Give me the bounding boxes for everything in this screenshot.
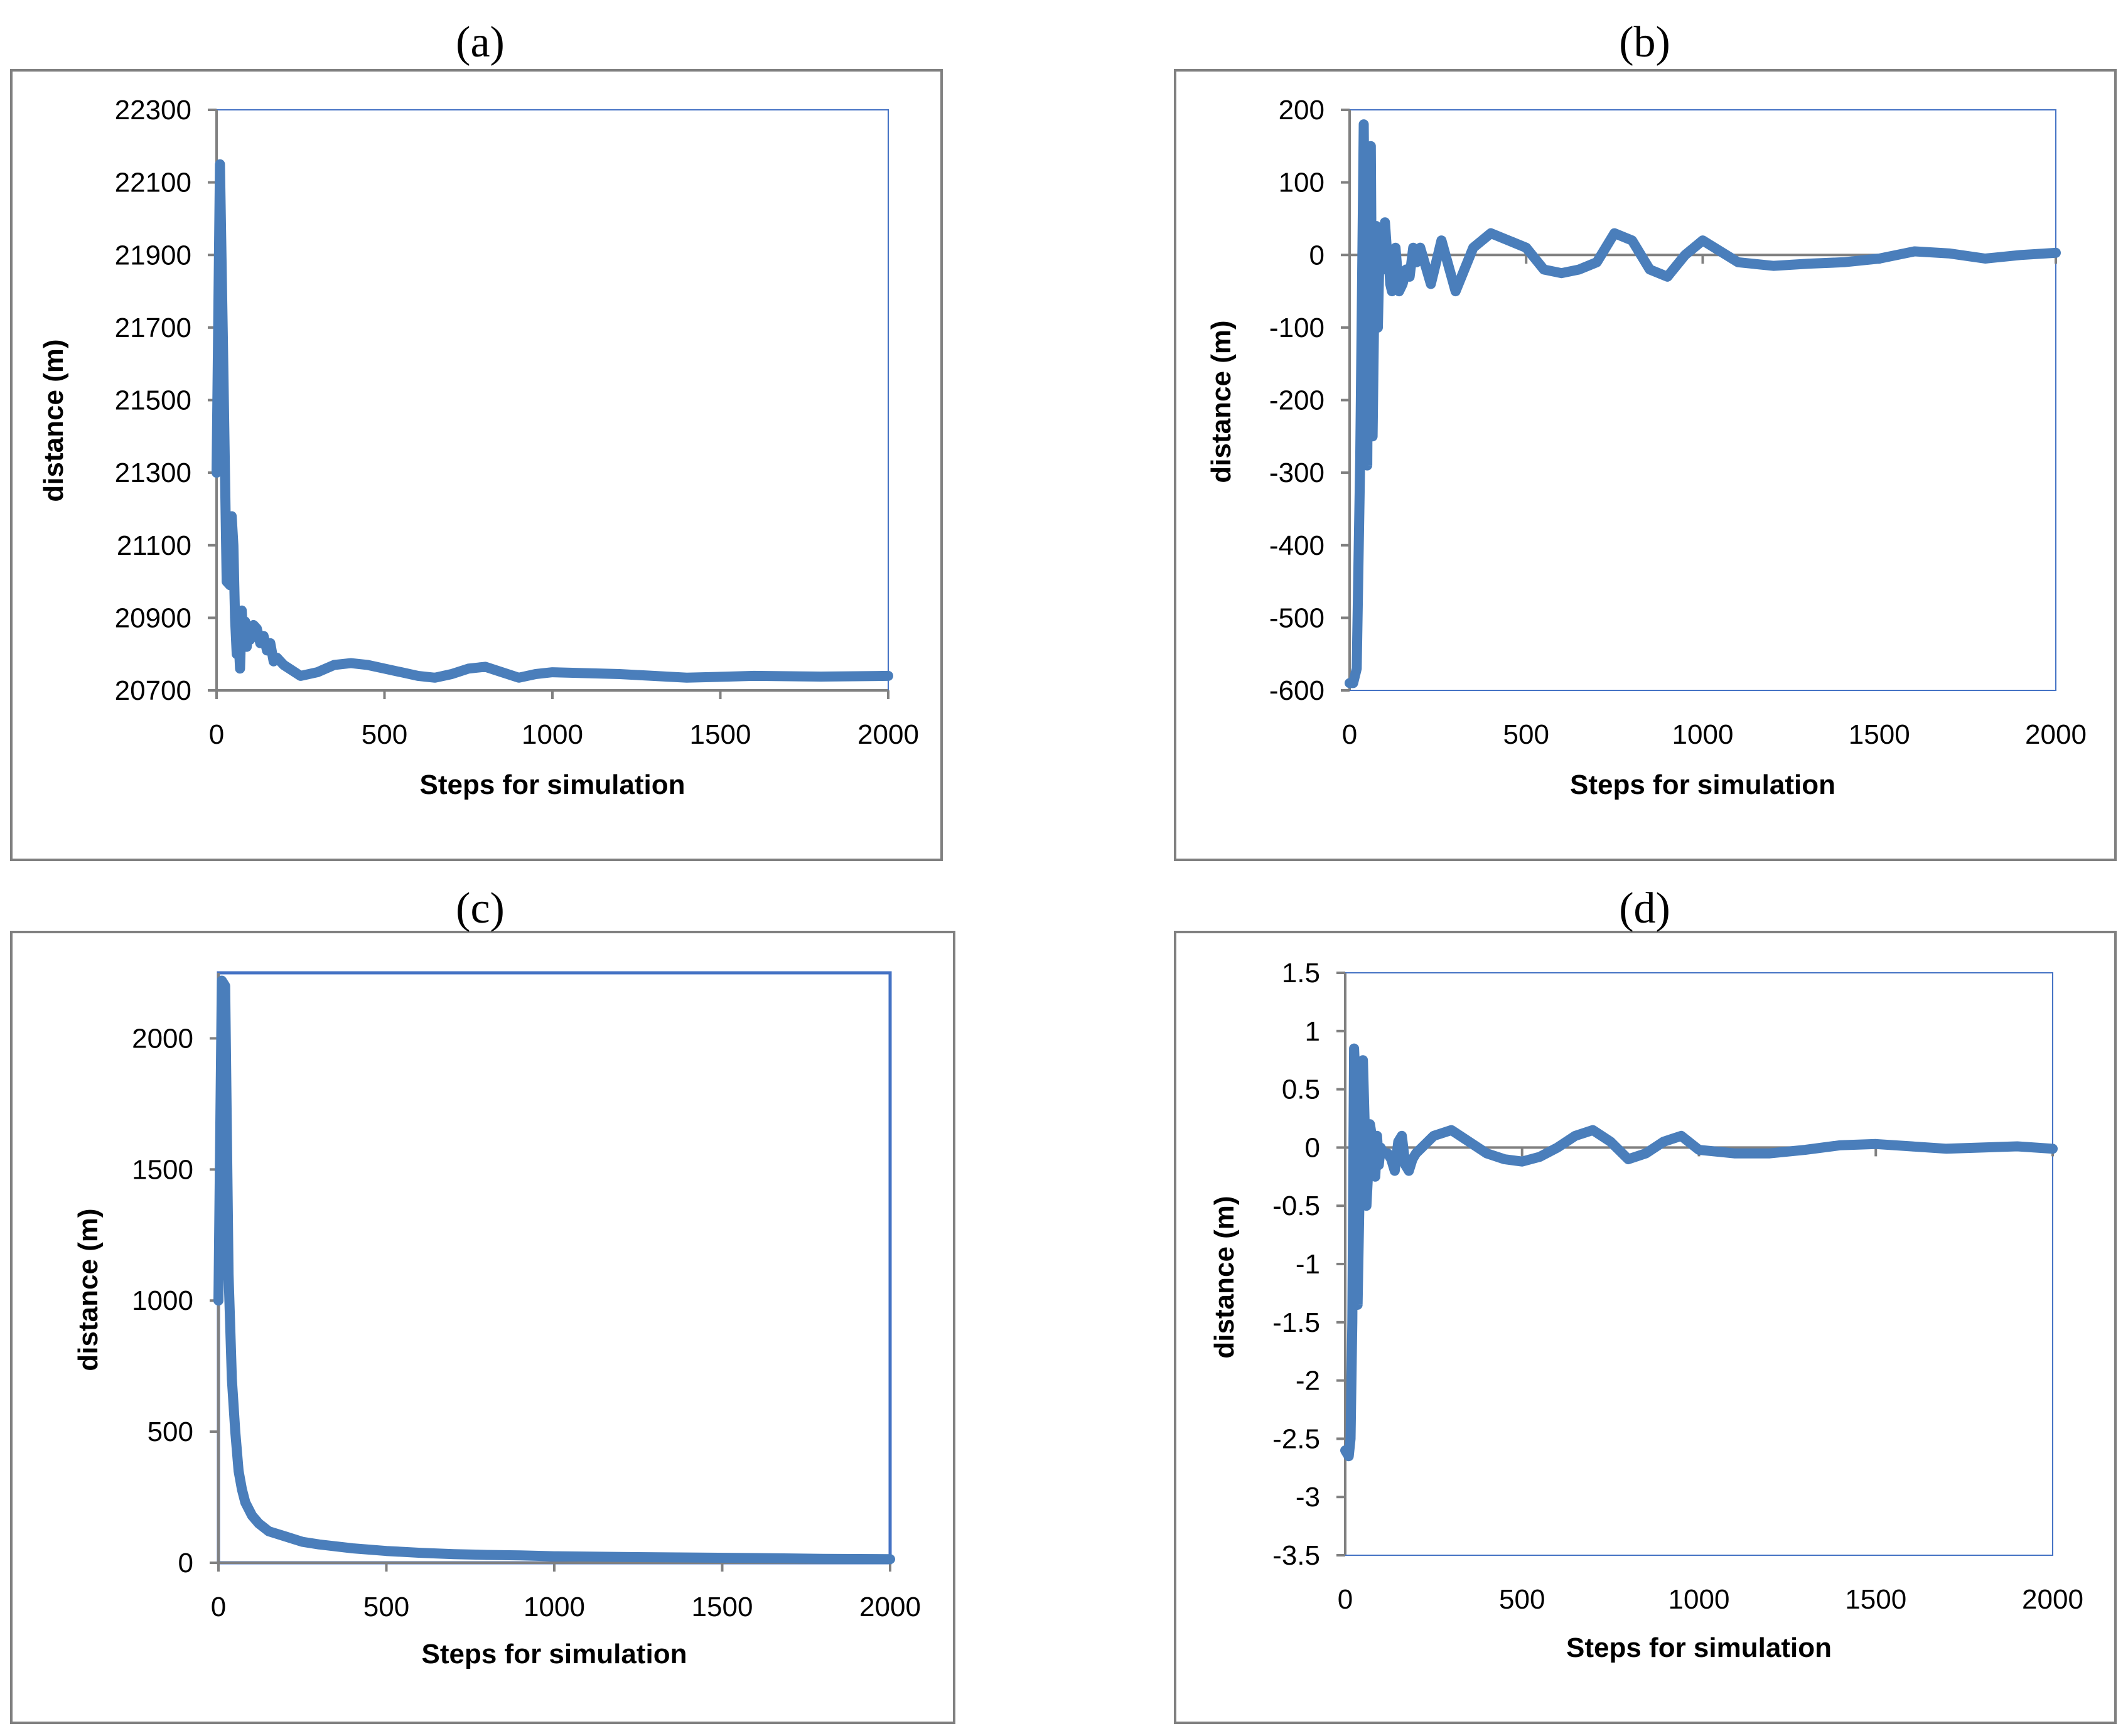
x-tick-label: 0 xyxy=(209,719,224,750)
y-tick-label: 21900 xyxy=(115,240,191,271)
x-axis-title: Steps for simulation xyxy=(1570,769,1835,800)
x-tick-label: 2000 xyxy=(859,1592,921,1622)
y-tick-label: 21700 xyxy=(115,313,191,343)
x-tick-label: 500 xyxy=(1499,1584,1545,1615)
x-axis-title: Steps for simulation xyxy=(422,1639,687,1669)
y-tick-label: 1 xyxy=(1305,1016,1320,1047)
series-line xyxy=(1345,119,2061,689)
y-tick-label: 0 xyxy=(1309,240,1325,271)
y-tick-label: 100 xyxy=(1279,168,1325,198)
y-tick-label: -300 xyxy=(1269,458,1325,488)
x-tick-label: 1500 xyxy=(1845,1584,1906,1615)
x-tick-label: 2000 xyxy=(2025,719,2087,750)
y-tick-label: 0 xyxy=(178,1548,193,1578)
x-tick-label: 0 xyxy=(1342,719,1357,750)
y-tick-label: 1000 xyxy=(132,1285,193,1316)
y-tick-label: -200 xyxy=(1269,385,1325,416)
y-axis-title: distance (m) xyxy=(38,339,69,501)
panel-label: (d) xyxy=(1619,884,1670,933)
y-axis-title: distance (m) xyxy=(1209,1196,1240,1358)
panel-label: (a) xyxy=(456,18,505,67)
y-tick-label: -2 xyxy=(1296,1366,1320,1396)
x-tick-label: 1000 xyxy=(1672,719,1734,750)
x-tick-label: 500 xyxy=(1503,719,1549,750)
chart-panel-4: (d) -3.5 -3 -2.5 -2 -1.5 -1 -0.5 0 0.5 1 1.5 0 500 100… xyxy=(1174,884,2117,1724)
y-tick-label: 0.5 xyxy=(1282,1074,1320,1105)
y-tick-label: 20700 xyxy=(115,675,191,706)
x-tick-label: 500 xyxy=(363,1592,409,1622)
y-tick-label: 21100 xyxy=(117,530,191,561)
panel-frame xyxy=(10,69,943,861)
x-tick-label: 1500 xyxy=(1849,719,1910,750)
panel-frame xyxy=(10,931,955,1724)
series-line xyxy=(213,975,895,1565)
y-tick-label: -600 xyxy=(1269,675,1325,706)
x-axis-title: Steps for simulation xyxy=(420,769,685,800)
x-tick-label: 1000 xyxy=(522,719,583,750)
y-tick-label: 200 xyxy=(1279,95,1325,126)
y-tick-label: -0.5 xyxy=(1272,1191,1320,1221)
y-tick-label: -500 xyxy=(1269,603,1325,633)
y-tick-label: 0 xyxy=(1305,1132,1320,1163)
y-tick-label: 1.5 xyxy=(1282,958,1320,989)
y-tick-label: -3.5 xyxy=(1272,1540,1320,1571)
x-tick-label: 1500 xyxy=(692,1592,753,1622)
panel-frame xyxy=(1174,931,2117,1724)
x-axis-title: Steps for simulation xyxy=(1566,1632,1832,1663)
series-line xyxy=(1340,1043,2058,1462)
x-tick-label: 1500 xyxy=(690,719,751,750)
y-tick-label: 20900 xyxy=(115,603,191,633)
x-tick-label: 2000 xyxy=(2022,1584,2083,1615)
series-line xyxy=(212,159,893,683)
y-tick-label: 2000 xyxy=(132,1023,193,1054)
y-tick-label: -1 xyxy=(1296,1249,1320,1280)
y-tick-label: 21500 xyxy=(115,385,191,416)
y-tick-label: -400 xyxy=(1269,530,1325,561)
x-tick-label: 500 xyxy=(362,719,407,750)
y-tick-label: 1500 xyxy=(132,1154,193,1185)
y-tick-label: -1.5 xyxy=(1272,1307,1320,1338)
y-tick-label: 22300 xyxy=(115,95,191,126)
x-tick-label: 2000 xyxy=(857,719,919,750)
y-tick-label: -100 xyxy=(1269,313,1325,343)
panel-label: (b) xyxy=(1619,18,1670,67)
x-tick-label: 1000 xyxy=(1669,1584,1730,1615)
y-tick-label: 500 xyxy=(148,1417,193,1447)
y-axis-title: distance (m) xyxy=(73,1208,104,1371)
y-tick-label: -2.5 xyxy=(1272,1423,1320,1454)
panel-label: (c) xyxy=(456,884,505,933)
panel-frame xyxy=(1174,69,2117,861)
x-tick-label: 0 xyxy=(1338,1584,1353,1615)
x-tick-label: 0 xyxy=(211,1592,226,1622)
chart-panel-1: (a) 20700 20900 21100 21300 21500 21700 21900 22… xyxy=(10,18,943,861)
y-tick-label: -3 xyxy=(1296,1482,1320,1513)
y-tick-label: 22100 xyxy=(115,168,191,198)
y-tick-label: 21300 xyxy=(115,458,191,488)
y-axis-title: distance (m) xyxy=(1206,320,1237,483)
chart-panel-3: (c) 0 500 1000 1500 2000 0 500 1000 1500 2000 Steps… xyxy=(10,884,955,1724)
x-tick-label: 1000 xyxy=(524,1592,585,1622)
